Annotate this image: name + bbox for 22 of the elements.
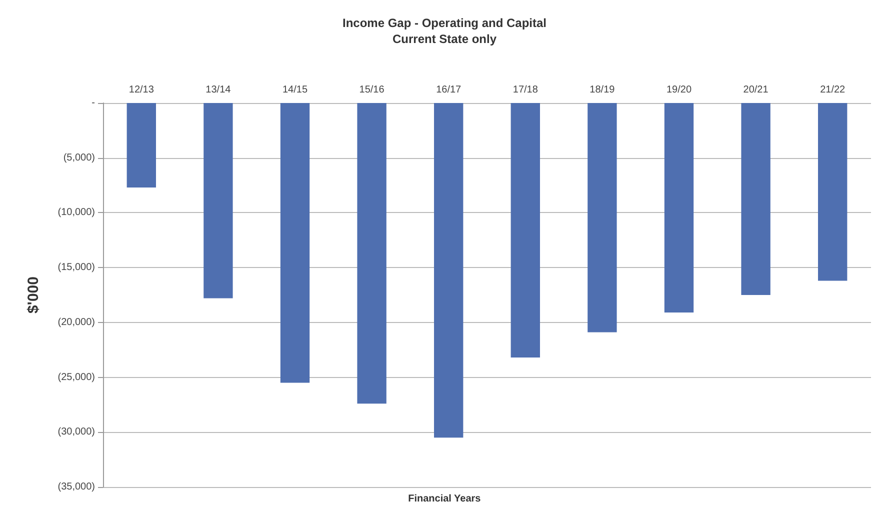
x-tick-label: 17/18 xyxy=(512,84,538,96)
x-tick-label: 20/21 xyxy=(743,84,769,96)
x-tick-label: 19/20 xyxy=(666,84,692,96)
x-axis-title: Financial Years xyxy=(408,494,482,504)
y-tick-label: (30,000) xyxy=(58,426,95,438)
y-axis-title: $'000 xyxy=(25,276,42,314)
y-tick-label: (15,000) xyxy=(58,262,95,274)
x-tick-label: 15/16 xyxy=(359,84,385,96)
x-tick-label: 21/22 xyxy=(820,84,846,96)
chart-subtitle: Current State only xyxy=(392,32,497,46)
x-tick-label: 16/17 xyxy=(436,84,462,96)
chart-title: Income Gap - Operating and Capital xyxy=(342,16,547,30)
y-tick-label: (10,000) xyxy=(58,207,95,218)
y-tick-label: (5,000) xyxy=(63,152,95,164)
y-tick-label: - xyxy=(92,98,95,108)
y-tick-label: (25,000) xyxy=(58,372,95,383)
x-tick-label: 13/14 xyxy=(206,84,232,96)
x-tick-label: 12/13 xyxy=(128,84,154,96)
x-tick-label: 18/19 xyxy=(590,84,616,96)
y-tick-label: (35,000) xyxy=(58,482,95,492)
y-tick-label: (20,000) xyxy=(58,316,95,328)
x-tick-label: 14/15 xyxy=(282,84,308,96)
